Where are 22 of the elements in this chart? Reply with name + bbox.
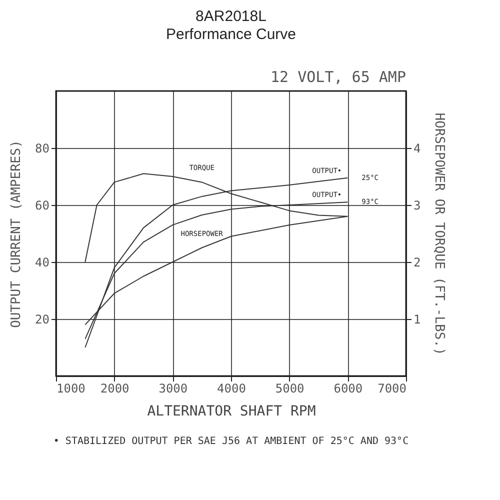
- x-tick-label: 2000: [100, 382, 130, 396]
- x-tick-label: 5000: [275, 382, 304, 396]
- x-tick-label: 7000: [378, 382, 406, 396]
- y2-tick-label: 3: [414, 198, 421, 212]
- x-tick-label: 1000: [56, 382, 86, 396]
- y2-axis-title: HORSEPOWER OR TORQUE (FT.-LBS.): [432, 112, 447, 356]
- chart-title: 8AR2018L: [196, 8, 266, 25]
- x-axis-title: ALTERNATOR SHAFT RPM: [147, 404, 316, 420]
- y-tick-label: 80: [35, 142, 50, 156]
- text: • STABILIZED OUTPUT PER SAE J56 AT AMBIENT OF 25°C AND 93°C: [53, 436, 409, 447]
- chart-subtitle: Performance Curve: [166, 26, 296, 43]
- text: 12 VOLT, 65 AMP: [270, 68, 406, 86]
- x-tick-label: 3000: [158, 382, 188, 396]
- y2-tick-label: 2: [414, 256, 421, 270]
- x-tick-label: 4000: [217, 382, 246, 396]
- y-tick-label: 60: [35, 198, 50, 212]
- x-tick-label: 6000: [334, 382, 363, 396]
- y-tick-label: 40: [35, 256, 50, 270]
- y2-tick-label: 4: [414, 142, 421, 156]
- y-axis-title: OUTPUT CURRENT (AMPERES): [9, 140, 24, 328]
- y-tick-label: 20: [35, 312, 50, 326]
- y2-tick-label: 1: [414, 312, 421, 326]
